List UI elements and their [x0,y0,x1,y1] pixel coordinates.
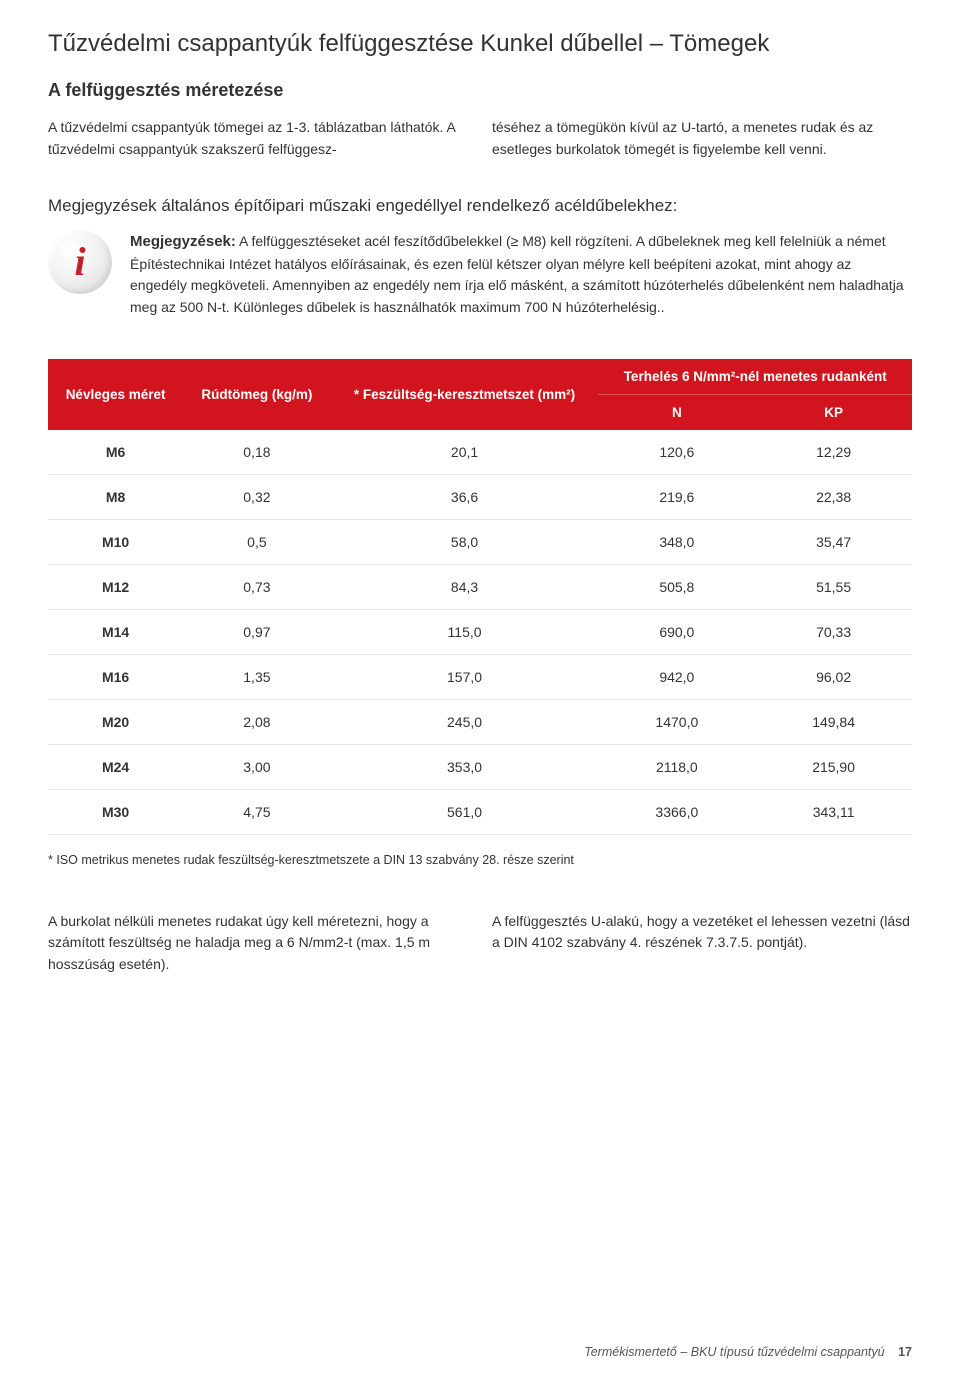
table-row: M8 0,32 36,6 219,6 22,38 [48,474,912,519]
th-load-n: N [598,394,755,430]
footer-text: Termékismertető – BKU típusú tűzvédelmi … [584,1345,884,1359]
th-load-kp: KP [755,394,912,430]
cell-kp: 215,90 [755,744,912,789]
cell-n: 690,0 [598,609,755,654]
cell-cross: 84,3 [331,564,599,609]
intro-columns: A tűzvédelmi csappantyúk tömegei az 1-3.… [48,117,912,160]
cell-cross: 561,0 [331,789,599,834]
th-load-top: Terhelés 6 N/mm²-nél menetes rudanként [598,359,912,395]
load-table: Névleges méret Rúdtömeg (kg/m) * Feszült… [48,359,912,835]
cell-cross: 353,0 [331,744,599,789]
notes-block: Megjegyzések általános építőipari műszak… [48,196,912,318]
cell-n: 348,0 [598,519,755,564]
table-row: M14 0,97 115,0 690,0 70,33 [48,609,912,654]
cell-size: M12 [48,564,183,609]
bottom-left: A burkolat nélküli menetes rudakat úgy k… [48,911,468,976]
cell-n: 942,0 [598,654,755,699]
notes-lead: Megjegyzések: [130,233,236,250]
th-size: Névleges méret [48,359,183,430]
bottom-right: A felfüggesztés U-alakú, hogy a vezetéke… [492,911,912,976]
bottom-columns: A burkolat nélküli menetes rudakat úgy k… [48,911,912,976]
info-icon-letter: i [74,242,85,282]
cell-size: M20 [48,699,183,744]
cell-mass: 0,5 [183,519,330,564]
table-row: M24 3,00 353,0 2118,0 215,90 [48,744,912,789]
cell-cross: 245,0 [331,699,599,744]
table-row: M6 0,18 20,1 120,6 12,29 [48,430,912,475]
cell-kp: 35,47 [755,519,912,564]
intro-left: A tűzvédelmi csappantyúk tömegei az 1-3.… [48,117,468,160]
cell-mass: 2,08 [183,699,330,744]
notes-heading: Megjegyzések általános építőipari műszak… [48,196,912,216]
cell-kp: 22,38 [755,474,912,519]
page-title: Tűzvédelmi csappantyúk felfüggesztése Ku… [48,30,912,58]
cell-size: M6 [48,430,183,475]
cell-mass: 3,00 [183,744,330,789]
notes-text: Megjegyzések: A felfüggesztéseket acél f… [130,230,912,318]
cell-cross: 20,1 [331,430,599,475]
cell-cross: 58,0 [331,519,599,564]
cell-mass: 1,35 [183,654,330,699]
cell-kp: 51,55 [755,564,912,609]
table-footnote: * ISO metrikus menetes rudak feszültség-… [48,853,912,867]
table-body: M6 0,18 20,1 120,6 12,29 M8 0,32 36,6 21… [48,430,912,835]
cell-size: M24 [48,744,183,789]
cell-size: M8 [48,474,183,519]
cell-kp: 149,84 [755,699,912,744]
cell-mass: 0,18 [183,430,330,475]
page-footer: Termékismertető – BKU típusú tűzvédelmi … [584,1345,912,1359]
cell-size: M16 [48,654,183,699]
table-row: M20 2,08 245,0 1470,0 149,84 [48,699,912,744]
cell-n: 3366,0 [598,789,755,834]
cell-kp: 96,02 [755,654,912,699]
cell-mass: 4,75 [183,789,330,834]
cell-n: 1470,0 [598,699,755,744]
cell-kp: 343,11 [755,789,912,834]
cell-kp: 70,33 [755,609,912,654]
cell-mass: 0,73 [183,564,330,609]
cell-size: M10 [48,519,183,564]
section-subtitle: A felfüggesztés méretezése [48,80,912,101]
cell-n: 120,6 [598,430,755,475]
cell-size: M14 [48,609,183,654]
cell-n: 2118,0 [598,744,755,789]
cell-mass: 0,32 [183,474,330,519]
table-row: M30 4,75 561,0 3366,0 343,11 [48,789,912,834]
table-row: M16 1,35 157,0 942,0 96,02 [48,654,912,699]
cell-cross: 36,6 [331,474,599,519]
cell-cross: 115,0 [331,609,599,654]
footer-page-number: 17 [898,1345,912,1359]
table-row: M12 0,73 84,3 505,8 51,55 [48,564,912,609]
table-row: M10 0,5 58,0 348,0 35,47 [48,519,912,564]
cell-kp: 12,29 [755,430,912,475]
intro-right: téséhez a tömegükön kívül az U-tartó, a … [492,117,912,160]
cell-mass: 0,97 [183,609,330,654]
th-cross: * Feszültség-keresztmetszet (mm²) [331,359,599,430]
notes-body-text: A felfüggesztéseket acél feszítődűbelekk… [130,233,904,315]
cell-size: M30 [48,789,183,834]
cell-n: 219,6 [598,474,755,519]
th-mass: Rúdtömeg (kg/m) [183,359,330,430]
cell-cross: 157,0 [331,654,599,699]
info-icon: i [48,230,112,294]
cell-n: 505,8 [598,564,755,609]
